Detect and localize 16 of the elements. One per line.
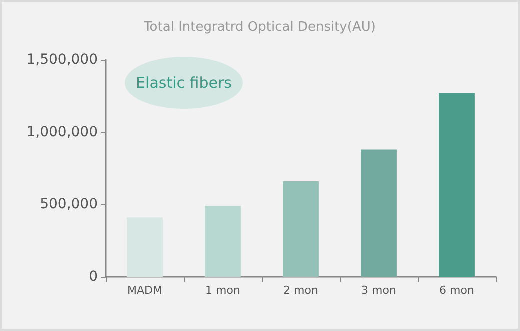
x-tick-label: 6 mon [440, 284, 474, 297]
bar [361, 150, 397, 277]
x-tick-label: 3 mon [362, 284, 396, 297]
y-tick-label: 1,000,000 [26, 124, 98, 140]
bar [439, 93, 475, 277]
y-tick-label: 500,000 [40, 196, 98, 213]
x-tick-label: MADM [128, 284, 162, 297]
y-tick-label: 1,500,000 [26, 52, 98, 68]
bar [205, 206, 241, 277]
chart-title: Total Integratrd Optical Density(AU) [143, 20, 376, 35]
x-tick-label: 2 mon [284, 284, 318, 297]
y-tick-label: 0 [89, 269, 98, 285]
bar [127, 218, 163, 277]
x-tick-label: 1 mon [206, 284, 240, 297]
bar [283, 182, 319, 277]
annotation: Elastic fibers [125, 57, 243, 109]
